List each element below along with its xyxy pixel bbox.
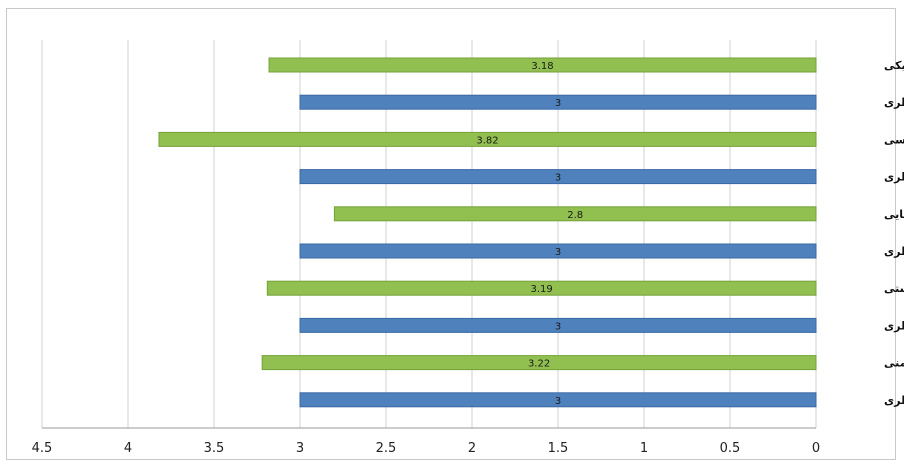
category-label: ایمنی روشنایی [884,208,904,221]
category-label: میانه نظری [884,394,904,407]
chart-frame [6,8,896,460]
category-label: میانه نظری [884,319,904,332]
data-labels: 3.18 3 3.82 3 2.8 3 3.19 3 3.22 3 [476,61,583,407]
bar-theoretical-median [299,317,817,333]
category-label: میانه نظری [884,171,904,184]
bar-theoretical-median [299,392,817,408]
bar-measured [333,206,817,222]
bar-data-label: 3 [555,173,561,184]
x-tick-label: 4 [124,441,132,456]
bar-data-label: 3 [555,98,561,109]
x-tick-label: 3.5 [204,441,225,456]
bar-data-label: 3.82 [476,135,498,146]
category-label: ایمنی فیزیکی [884,59,904,72]
category-label: ایمنی بهداشتی [884,282,904,295]
x-tick-label: 1 [640,441,648,456]
category-label: میانه نظری [884,96,904,109]
bars [158,57,817,408]
bar-theoretical-median [299,94,817,110]
bar-data-label: 3.19 [531,284,553,295]
x-tick-label: 2 [468,441,476,456]
category-label: میانه نظری [884,245,904,258]
bar-data-label: 3 [555,321,561,332]
x-axis-ticks: 0 0.5 1 1.5 2 2.5 3 3.5 4 4.5 [32,441,820,456]
x-tick-label: 4.5 [32,441,53,456]
bar-measured [261,355,817,371]
bar-measured [266,280,817,296]
x-tick-label: 1.5 [548,441,569,456]
category-label: ایمنی دسترسی [884,133,904,146]
bar-data-label: 3.22 [528,359,550,370]
bar-theoretical-median [299,169,817,185]
bar-measured [158,131,817,147]
bar-data-label: 2.8 [567,210,583,221]
bar-data-label: 3 [555,396,561,407]
x-tick-label: 0 [812,441,820,456]
bar-theoretical-median [299,243,817,259]
category-labels: ایمنی فیزیکی میانه نظری ایمنی دسترسی میانه … [884,59,904,407]
x-tick-label: 3 [296,441,304,456]
bar-data-label: 3 [555,247,561,258]
bar-measured [268,57,817,73]
x-tick-label: 2.5 [376,441,397,456]
bar-data-label: 3.18 [531,61,553,72]
category-label: احساس ایمنی [884,357,904,370]
x-tick-label: 0.5 [720,441,741,456]
